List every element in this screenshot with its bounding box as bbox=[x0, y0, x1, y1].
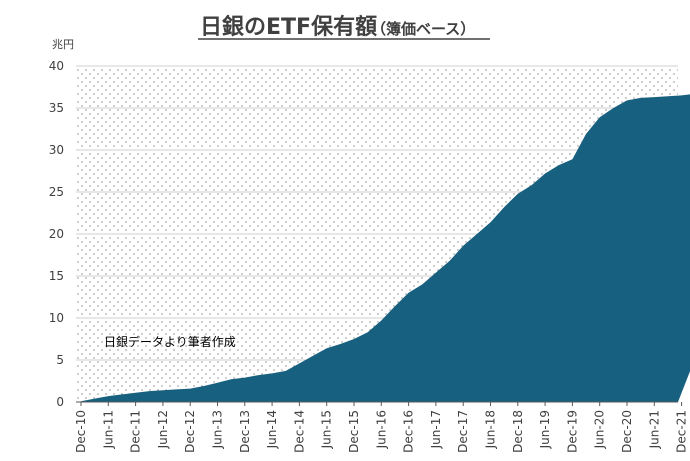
chart-title-main: 日銀のETF保有額 bbox=[200, 14, 377, 40]
x-tick-label: Jun-16 bbox=[374, 410, 388, 449]
x-tick-label: Dec-14 bbox=[292, 410, 306, 453]
x-tick-label: Dec-12 bbox=[183, 410, 197, 453]
x-tick-label: Jun-20 bbox=[593, 410, 607, 449]
x-tick-label: Dec-21 bbox=[675, 410, 689, 453]
source-note: 日銀データより筆者作成 bbox=[104, 334, 236, 349]
y-tick-label: 20 bbox=[49, 227, 64, 241]
y-tick-label: 10 bbox=[49, 311, 64, 325]
x-tick-label: Jun-17 bbox=[429, 410, 443, 449]
x-tick-label: Jun-18 bbox=[484, 410, 498, 449]
x-tick-label: Jun-21 bbox=[647, 410, 661, 449]
y-tick-label: 15 bbox=[49, 269, 64, 283]
y-tick-label: 5 bbox=[56, 353, 64, 367]
x-tick-label: Dec-17 bbox=[456, 410, 470, 453]
y-tick-label: 40 bbox=[49, 59, 64, 73]
x-tick-label: Dec-18 bbox=[511, 410, 525, 453]
x-tick-label: Jun-12 bbox=[156, 410, 170, 449]
x-tick-label: Dec-13 bbox=[238, 410, 252, 453]
x-tick-label: Dec-15 bbox=[347, 410, 361, 453]
x-tick-label: Jun-13 bbox=[211, 410, 225, 449]
x-tick-label: Jun-14 bbox=[265, 410, 279, 449]
y-tick-label: 35 bbox=[49, 101, 64, 115]
x-tick-label: Jun-15 bbox=[320, 410, 334, 449]
y-axis-unit-label: 兆円 bbox=[52, 38, 74, 51]
y-tick-label: 0 bbox=[56, 395, 64, 409]
etf-holdings-area bbox=[81, 94, 690, 402]
x-tick-label: Dec-20 bbox=[620, 410, 634, 453]
y-tick-label: 30 bbox=[49, 143, 64, 157]
x-tick-label: Dec-16 bbox=[402, 410, 416, 453]
x-axis-ticks: Dec-10 Jun-11 Dec-11 Jun-12 Dec-12 Jun-13 Dec-… bbox=[74, 402, 689, 453]
x-tick-label: Jun-11 bbox=[101, 410, 115, 449]
x-tick-label: Dec-10 bbox=[74, 410, 88, 453]
y-axis-ticks: 0 5 10 15 20 25 30 35 40 bbox=[49, 59, 64, 409]
chart-title: 日銀のETF保有額 （簿価ベース） bbox=[198, 14, 490, 40]
y-tick-label: 25 bbox=[49, 185, 64, 199]
x-tick-label: Jun-19 bbox=[538, 410, 552, 449]
chart-title-sub: （簿価ベース） bbox=[371, 20, 475, 38]
x-tick-label: Dec-19 bbox=[565, 410, 579, 453]
x-tick-label: Dec-11 bbox=[129, 410, 143, 453]
